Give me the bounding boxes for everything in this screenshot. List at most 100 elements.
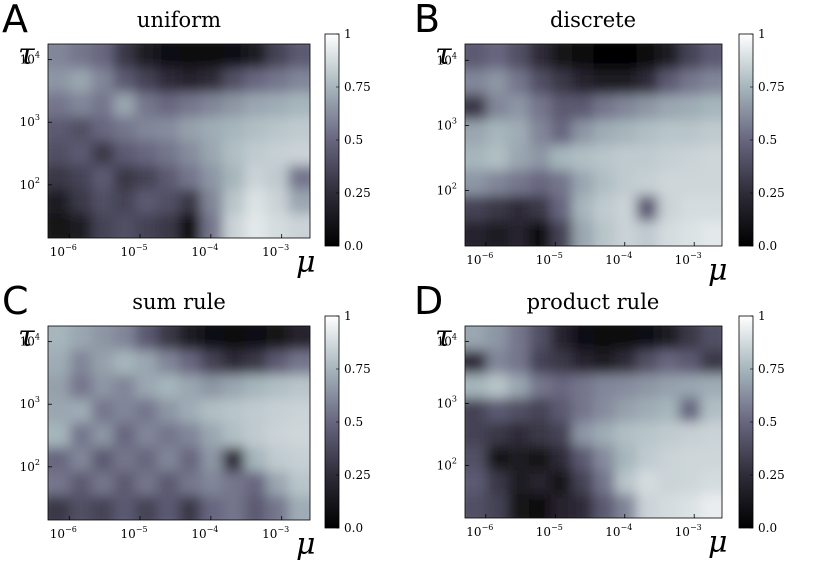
- heatmap-cell: [507, 220, 531, 246]
- heatmap-cell: [614, 69, 638, 96]
- y-tick-label: 104: [437, 332, 457, 348]
- heatmap-cell: [48, 350, 71, 376]
- heatmap-cell: [113, 165, 137, 191]
- heatmap-cell: [636, 69, 659, 96]
- heatmap-cell: [572, 220, 595, 246]
- x-tick-label: 10−5: [536, 251, 563, 267]
- heatmap-cell: [135, 398, 159, 424]
- heatmap-cell: [550, 69, 574, 96]
- heatmap-cell: [572, 94, 595, 121]
- heatmap-cell: [91, 423, 115, 449]
- heatmap-cell: [636, 494, 659, 518]
- heatmap-cell: [157, 116, 180, 142]
- heatmap-cell: [550, 94, 574, 121]
- heatmap-cell: [529, 119, 552, 146]
- heatmap-cell: [200, 92, 224, 118]
- x-tick-label: 10−3: [675, 251, 702, 267]
- heatmap-cell: [593, 326, 616, 351]
- heatmap-cell: [486, 195, 509, 222]
- heatmap-cell: [465, 374, 488, 399]
- heatmap-cell: [614, 350, 638, 375]
- heatmap-cell: [244, 471, 268, 497]
- heatmap-cell: [69, 326, 93, 352]
- heatmap-cell: [572, 446, 595, 471]
- y-tick-label: 104: [20, 333, 40, 349]
- heatmap-cell: [465, 422, 488, 447]
- heatmap-cell: [179, 68, 202, 94]
- heatmap-cell: [200, 495, 224, 520]
- heatmap-cell: [529, 398, 552, 423]
- heatmap-cell: [222, 495, 246, 520]
- heatmap-cell: [48, 68, 71, 94]
- x-tick-label: 10−5: [536, 523, 563, 539]
- heatmap-cell: [48, 141, 71, 167]
- heatmap-cell: [48, 423, 71, 449]
- heatmap-cell: [529, 220, 552, 246]
- heatmap-cell: [507, 350, 531, 375]
- heatmap-cell: [48, 165, 71, 191]
- heatmap-cell: [69, 213, 93, 238]
- heatmap-cell: [69, 447, 93, 473]
- y-tick-label: 102: [437, 182, 457, 198]
- panel-title: uniform: [137, 8, 221, 32]
- heatmap-cell: [679, 44, 702, 71]
- colorbar-tick-label: 1: [344, 27, 352, 41]
- heatmap-cell: [200, 350, 224, 376]
- heatmap-cell: [200, 213, 224, 238]
- heatmap-cell: [179, 141, 202, 167]
- heatmap-cell: [614, 170, 638, 197]
- heatmap-cell: [465, 195, 488, 222]
- heatmap-cell: [593, 119, 616, 146]
- heatmap-cell: [657, 44, 681, 71]
- heatmap-cell: [593, 374, 616, 399]
- heatmap-cell: [91, 165, 115, 191]
- heatmap-cell: [572, 44, 595, 71]
- heatmap-cell: [157, 350, 180, 376]
- x-tick-label: 10−6: [50, 243, 77, 259]
- colorbar-tick-label: 0.0: [344, 521, 363, 535]
- heatmap-cell: [157, 44, 180, 70]
- heatmap-cell: [657, 220, 681, 246]
- heatmap-cell: [288, 350, 310, 376]
- heatmap-cell: [507, 195, 531, 222]
- colorbar-tick-label: 0.25: [344, 468, 371, 482]
- y-tick-label: 103: [437, 116, 457, 132]
- heatmap-cell: [157, 165, 180, 191]
- heatmap-cell: [266, 213, 290, 238]
- heatmap-cell: [593, 398, 616, 423]
- plot-frame: [47, 325, 311, 521]
- heatmap-cell: [91, 398, 115, 424]
- heatmap-cell: [91, 92, 115, 118]
- colorbar-tick-label: 0.25: [758, 468, 785, 482]
- heatmap-cell: [69, 141, 93, 167]
- heatmap-cell: [507, 494, 531, 518]
- heatmap-cell: [157, 68, 180, 94]
- heatmap-cell: [288, 141, 310, 167]
- heatmap-cell: [135, 326, 159, 352]
- heatmap-cell: [48, 471, 71, 497]
- heatmap-cell: [69, 398, 93, 424]
- heatmap-cell: [69, 68, 93, 94]
- heatmap-cell: [113, 447, 137, 473]
- colorbar-tick-label: 0.0: [758, 239, 777, 253]
- heatmap-cell: [69, 471, 93, 497]
- heatmap-cell: [135, 213, 159, 238]
- heatmap-cell: [288, 326, 310, 352]
- heatmap-cell: [636, 44, 659, 71]
- colorbar-tick-label: 0.25: [758, 186, 785, 200]
- heatmap-cell: [222, 471, 246, 497]
- heatmap-cell: [700, 195, 722, 222]
- x-tick-label: 10−6: [50, 525, 77, 541]
- heatmap-cell: [700, 398, 722, 423]
- heatmap-cell: [244, 213, 268, 238]
- heatmap-cell: [157, 141, 180, 167]
- heatmap-cell: [465, 44, 488, 71]
- y-tick-label: 103: [437, 394, 457, 410]
- heatmap-cell: [179, 447, 202, 473]
- heatmap-cell: [91, 471, 115, 497]
- x-tick-label: 10−5: [121, 525, 148, 541]
- heatmap-cell: [657, 69, 681, 96]
- heatmap-cell: [636, 94, 659, 121]
